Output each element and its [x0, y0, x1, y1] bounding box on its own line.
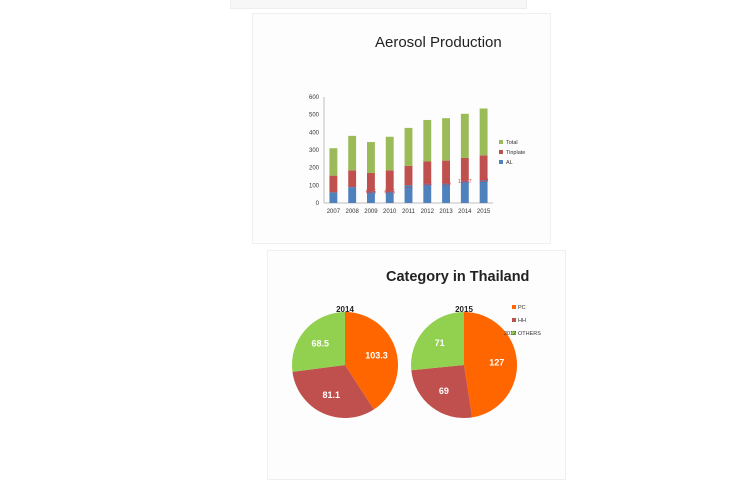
bar-tinplate-2010 — [385, 170, 394, 192]
bar-tinplate-2013 — [442, 160, 450, 184]
legend-label-total: Total — [506, 140, 518, 146]
data-label: 101 — [404, 183, 413, 189]
bar-al-2007 — [329, 192, 338, 203]
pie-slice-others-2015 — [411, 312, 464, 371]
top-strip — [230, 0, 527, 9]
legend-swatch-hh — [512, 318, 516, 322]
bar-tinplate-2009 — [367, 172, 375, 192]
x-tick-label: 2008 — [345, 209, 359, 215]
pie-title-2014: 2014 — [336, 305, 354, 314]
bar-al-2014 — [460, 180, 469, 203]
y-tick-label: 300 — [309, 148, 320, 154]
bar-tinplate-2015 — [479, 155, 488, 181]
legend-label-al: AL — [506, 160, 513, 166]
x-tick-label: 2013 — [439, 209, 453, 215]
y-tick-label: 600 — [309, 95, 320, 101]
pie-title-2015: 2015 — [455, 305, 473, 314]
chart-title: Aerosol Production — [375, 34, 502, 51]
bar-al-2012 — [423, 183, 432, 203]
bar-total-2010 — [385, 136, 394, 171]
pie-charts-plot: 2014 103.3 81.1 68.5 2015 127 69 71 PC HH OTHERS20… — [292, 305, 541, 418]
x-tick-label: 2014 — [458, 209, 472, 215]
pie-data-label: 127 — [489, 357, 504, 367]
legend-label-tinplate: Tinplate — [506, 150, 525, 156]
pie-data-label: 69 — [439, 386, 449, 396]
bar-tinplate-2014 — [460, 157, 469, 181]
data-label: 109 — [441, 182, 450, 188]
bar-total-2008 — [348, 135, 357, 171]
bar-tinplate-2011 — [404, 165, 413, 186]
legend-swatch-al — [499, 160, 503, 164]
bar-al-2010 — [385, 191, 394, 203]
pie-data-label: 71 — [435, 338, 445, 348]
pie-slice-hh-2015 — [411, 365, 473, 418]
y-tick-label: 200 — [309, 166, 320, 172]
pie-slice-others-2014 — [292, 312, 345, 372]
legend-label-pc: PC — [518, 305, 526, 311]
bar-tinplate-2007 — [329, 175, 338, 193]
legend-extra-label: 2012 — [504, 331, 516, 337]
bar-al-2008 — [348, 187, 357, 203]
data-label: 124.7 — [458, 179, 472, 185]
data-label: 130 — [479, 178, 488, 184]
bar-total-2011 — [404, 127, 413, 166]
bar-total-2009 — [367, 142, 375, 173]
data-label: 69.5 — [384, 190, 395, 196]
legend-label-hh: HH — [518, 318, 526, 324]
y-tick-label: 400 — [309, 130, 320, 136]
bar-chart-plot: 0 100 200 300 400 500 600 2007 2008 2009 64.5 2010 6… — [309, 95, 525, 215]
bar-total-2007 — [329, 148, 338, 176]
category-thailand-chart: Category in Thailand 2014 103.3 81.1 68.5 20… — [268, 251, 565, 479]
pie-data-label: 68.5 — [312, 338, 330, 348]
legend-swatch-tinplate — [499, 150, 503, 154]
bar-total-2014 — [460, 113, 469, 158]
y-tick-label: 0 — [316, 201, 320, 207]
aerosol-production-chart: Aerosol Production 0 100 200 300 400 500 600 20… — [253, 14, 550, 243]
legend-swatch-total — [499, 140, 503, 144]
pie-slice-hh-2014 — [292, 365, 374, 418]
y-tick-label: 500 — [309, 113, 320, 119]
bar-total-2012 — [423, 119, 432, 162]
x-tick-label: 2011 — [402, 209, 416, 215]
pie-data-label: 81.1 — [322, 390, 340, 400]
bar-total-2013 — [442, 118, 450, 161]
bar-total-2015 — [479, 108, 488, 156]
x-tick-label: 2009 — [364, 209, 378, 215]
bar-al-2013 — [442, 183, 450, 203]
bar-tinplate-2012 — [423, 161, 432, 184]
legend-swatch-pc — [512, 305, 516, 309]
data-label: 104 — [423, 182, 432, 188]
legend-swatch-others — [512, 331, 516, 335]
y-tick-label: 100 — [309, 183, 320, 189]
bar-al-2011 — [404, 185, 413, 203]
legend-label-others: OTHERS — [518, 331, 541, 337]
x-tick-label: 2010 — [383, 209, 397, 215]
data-label: 64.5 — [366, 190, 377, 196]
bar-al-2009 — [367, 191, 375, 203]
bar-tinplate-2008 — [348, 170, 357, 188]
pie-data-label: 103.3 — [365, 351, 388, 361]
x-tick-label: 2012 — [421, 209, 435, 215]
bar-al-2015 — [479, 180, 488, 203]
x-tick-label: 2015 — [477, 209, 491, 215]
pie-slice-pc-2015 — [464, 312, 517, 418]
x-tick-label: 2007 — [327, 209, 341, 215]
pie-slice-pc-2014 — [345, 312, 399, 410]
chart-title: Category in Thailand — [386, 269, 530, 285]
